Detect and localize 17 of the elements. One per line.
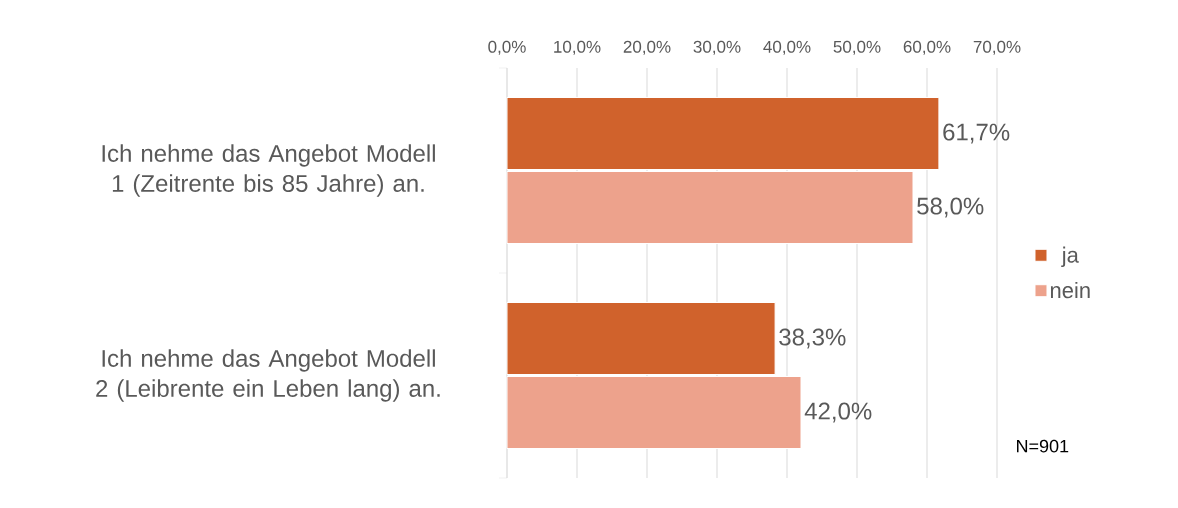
- x-tick-label: 50,0%: [833, 40, 881, 55]
- x-tick-label: 60,0%: [903, 40, 951, 55]
- data-label: 42,0%: [804, 402, 872, 423]
- y-tick-label: Ich nehme das Angebot Modell 1 (Zeitrente bis 85 Jahre) an.: [102, 144, 435, 197]
- y-tick-label: Ich nehme das Angebot Modell 2 (Leibrente ein Leben lang) an.: [96, 349, 440, 402]
- x-tick-label: 20,0%: [623, 40, 671, 55]
- legend-label: ja: [1061, 246, 1079, 268]
- legend-label: nein: [1050, 282, 1090, 299]
- x-tick-label: 70,0%: [973, 40, 1021, 55]
- x-tick-label: 0,0%: [488, 40, 526, 55]
- x-tick-label: 30,0%: [693, 40, 741, 55]
- x-tick-label: 10,0%: [554, 40, 601, 55]
- text: N=901: [1017, 439, 1069, 453]
- x-tick-label: 40,0%: [763, 40, 811, 55]
- data-label: 61,7%: [943, 123, 1010, 144]
- data-label: 58,0%: [917, 197, 984, 218]
- data-label: 38,3%: [779, 328, 846, 349]
